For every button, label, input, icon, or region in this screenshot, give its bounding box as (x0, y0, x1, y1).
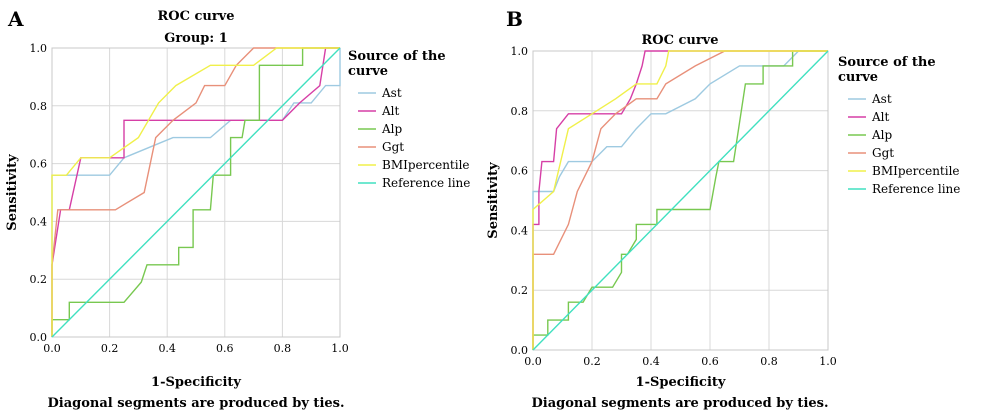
y-tick-label: 0.2 (511, 284, 529, 297)
x-tick-label: 0.6 (701, 355, 719, 368)
series-line-ggt (532, 50, 828, 350)
series-line-alt (51, 47, 340, 337)
legend-entry-ggt: Ggt (872, 146, 894, 160)
chart-title: ROC curve (641, 33, 718, 48)
y-tick-label: 0.0 (511, 344, 529, 357)
legend-entry-alt: Alt (381, 104, 400, 118)
series-line-alt (532, 50, 828, 350)
y-tick-label: 1.0 (511, 45, 529, 58)
roc-panel-b: B ROC curve 0.0 0.2 0.4 0.6 0.8 1.0 0.0 0.2 0.4 0.6… (486, 7, 960, 411)
footnote: Diagonal segments are produced by ties. (532, 396, 829, 411)
series-line-reference-line (532, 50, 829, 351)
y-axis-label: Sensitivity (5, 154, 20, 231)
x-tick-label: 0.8 (274, 342, 292, 355)
series-line-ggt (51, 47, 340, 337)
x-tick-label: 0.0 (524, 355, 542, 368)
y-axis-label: Sensitivity (486, 162, 501, 239)
legend-entry-alp: Alp (871, 128, 893, 142)
legend-entry-reference-line: Reference line (872, 182, 960, 196)
y-tick-label: 1.0 (30, 42, 48, 55)
x-axis-label: 1-Specificity (151, 375, 241, 390)
legend-entry-alt: Alt (871, 110, 890, 124)
y-tick-label: 0.8 (30, 100, 48, 113)
footnote: Diagonal segments are produced by ties. (48, 396, 345, 411)
x-tick-label: 0.6 (216, 342, 234, 355)
chart-title: ROC curve (157, 9, 234, 24)
y-tick-label: 0.6 (511, 165, 529, 178)
y-tick-label: 0.4 (30, 215, 48, 228)
y-tick-label: 0.4 (511, 224, 529, 237)
x-tick-label: 0.4 (642, 355, 660, 368)
y-tick-label: 0.6 (30, 158, 48, 171)
x-tick-label: 0.8 (760, 355, 778, 368)
series-line-bmipercentile (532, 50, 828, 350)
legend-entry-reference-line: Reference line (382, 176, 470, 190)
y-tick-label: 0.8 (511, 105, 529, 118)
legend-entry-ast: Ast (381, 86, 402, 100)
series-line-alp (532, 50, 828, 350)
y-tick-label: 0.2 (30, 273, 48, 286)
legend-title-line-2: curve (348, 64, 388, 79)
legend-entry-bmipercentile: BMIpercentile (872, 164, 960, 178)
series-line-alp (51, 47, 340, 337)
series-line-reference-line (51, 47, 341, 338)
y-tick-label: 0.0 (30, 331, 48, 344)
x-tick-label: 0.0 (43, 342, 61, 355)
chart-subtitle: Group: 1 (164, 31, 228, 46)
x-tick-label: 1.0 (819, 355, 837, 368)
series-line-ast (532, 50, 828, 350)
x-tick-label: 0.2 (583, 355, 601, 368)
x-tick-label: 1.0 (331, 342, 349, 355)
x-tick-label: 0.4 (158, 342, 176, 355)
legend-title-line-2: curve (838, 70, 878, 85)
panel-label: A (7, 7, 24, 31)
legend-entry-bmipercentile: BMIpercentile (382, 158, 470, 172)
legend-entry-ggt: Ggt (382, 140, 404, 154)
panel-label: B (506, 7, 523, 31)
legend-entry-alp: Alp (381, 122, 403, 136)
series-line-bmipercentile (51, 47, 340, 337)
x-axis-label: 1-Specificity (636, 375, 726, 390)
x-tick-label: 0.2 (101, 342, 119, 355)
legend-title-line-1: Source of the (348, 49, 446, 64)
legend-entry-ast: Ast (871, 92, 892, 106)
roc-panel-a: A ROC curve Group: 1 0.0 0.2 0.4 0.6 0.8 1.0 0.0 0… (5, 7, 470, 411)
legend-title-line-1: Source of the (838, 55, 936, 70)
